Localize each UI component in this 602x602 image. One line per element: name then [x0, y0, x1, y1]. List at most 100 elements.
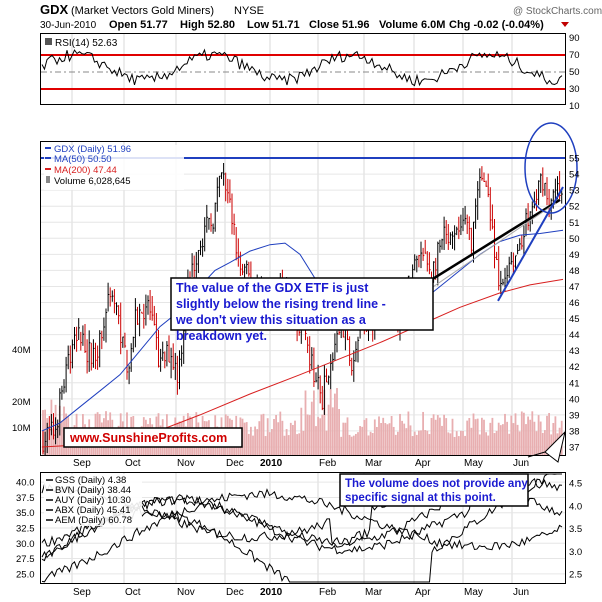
ohlc-close: Close 51.96: [309, 19, 370, 31]
volume-bar: [287, 435, 290, 455]
lower-left-tick-label: 37.5: [16, 493, 35, 504]
volume-bar: [489, 422, 492, 455]
price-tick-label: 47: [569, 282, 580, 293]
rsi-icon: [45, 38, 52, 45]
volume-bar: [334, 393, 336, 455]
rsi-line: [41, 48, 563, 87]
volume-bar: [48, 426, 51, 455]
volume-bar: [245, 422, 248, 455]
price-tick-label: 38: [569, 426, 580, 437]
volume-bar: [457, 436, 460, 455]
month-label: 2010: [260, 587, 283, 598]
volume-bar: [453, 436, 456, 455]
annotation-line: slightly below the rising trend line -: [176, 297, 386, 311]
chart-symbol: GDX: [40, 2, 69, 17]
volume-bar: [363, 419, 366, 455]
volume-bar: [277, 422, 280, 455]
volume-bar: [407, 411, 410, 455]
volume-bar: [61, 421, 63, 455]
volume-bar: [441, 425, 443, 455]
volume-bar: [331, 407, 334, 455]
volume-bar: [308, 415, 311, 455]
volume-bar: [56, 423, 59, 455]
price-tick-label: 42: [569, 362, 580, 373]
volume-bar: [273, 419, 275, 455]
volume-tick-label: 40M: [12, 345, 31, 356]
month-label: Nov: [177, 458, 195, 469]
chart-date: 30-Jun-2010: [40, 20, 97, 31]
price-tick-label: 49: [569, 250, 580, 261]
volume-bar: [386, 424, 389, 455]
volume-bar: [390, 416, 393, 455]
volume-bar: [487, 435, 490, 455]
volume-bar: [327, 404, 330, 455]
volume-bar: [348, 434, 351, 455]
volume-bar: [544, 430, 546, 455]
volume-bar: [552, 423, 555, 455]
annotation-line: The volume does not provide any: [345, 478, 528, 490]
month-label: May: [464, 458, 483, 469]
volume-bar: [508, 433, 511, 455]
volume-bar: [243, 422, 246, 455]
volume-bar: [250, 426, 252, 455]
lower-right-tick-label: 2.5: [569, 570, 582, 581]
month-label: 2010: [260, 458, 283, 469]
trend-line-blue: [497, 186, 564, 302]
volume-bar: [285, 429, 288, 455]
month-label: Mar: [365, 458, 383, 469]
volume-bar: [518, 431, 521, 455]
volume-bar: [281, 420, 284, 455]
volume-bar: [296, 434, 298, 455]
volume-bar: [373, 419, 376, 455]
legend-ma50: MA(50) 50.50: [54, 154, 112, 165]
volume-bar: [506, 421, 508, 455]
ohlc-open: Open 51.77: [109, 19, 168, 31]
volume-bar: [426, 430, 429, 455]
month-label: Nov: [177, 587, 195, 598]
volume-bar: [409, 425, 412, 455]
volume-bar: [260, 414, 263, 455]
volume-bar: [527, 416, 529, 455]
price-tick-label: 41: [569, 378, 580, 389]
chart-exchange: NYSE: [234, 5, 264, 17]
volume-bar: [380, 423, 382, 455]
volume-bar: [537, 415, 540, 455]
lower-left-tick-label: 27.5: [16, 554, 35, 565]
price-tick-label: 52: [569, 202, 580, 213]
volume-bar: [493, 433, 496, 455]
volume-bar: [411, 436, 414, 455]
volume-bar: [483, 419, 485, 455]
legend-abx: ABX (Daily) 45.41: [55, 505, 131, 516]
volume-tick-label: 10M: [12, 423, 31, 434]
volume-bar: [298, 433, 301, 455]
volume-bar: [516, 424, 519, 455]
month-label: Jun: [513, 458, 529, 469]
volume-bar: [384, 423, 387, 455]
volume-bar: [247, 433, 250, 455]
month-label: Dec: [226, 587, 244, 598]
price-tick-label: 40: [569, 394, 580, 405]
callout-pointer: [544, 430, 566, 463]
volume-bar: [268, 432, 271, 455]
volume-bar: [394, 434, 397, 455]
month-label: Feb: [319, 587, 337, 598]
volume-bar: [464, 435, 466, 455]
volume-bar: [502, 424, 504, 455]
month-label: Apr: [415, 458, 431, 469]
volume-bar: [436, 415, 439, 455]
watermark: @ StockCharts.com: [513, 6, 602, 17]
volume-bar: [252, 435, 254, 455]
volume-bar: [512, 423, 515, 455]
rsi-panel: [40, 33, 566, 105]
price-tick-label: 55: [569, 154, 580, 165]
volume-bar: [359, 426, 361, 455]
lower-left-tick-label: 25.0: [16, 569, 35, 580]
volume-bar: [401, 420, 403, 455]
volume-bar: [378, 416, 380, 455]
ohlc-volume: Volume 6.0M: [379, 19, 445, 31]
volume-bar: [376, 426, 378, 455]
volume-annotation-box: The volume does not provide any specific …: [339, 473, 529, 507]
volume-bar: [367, 435, 370, 455]
month-label: Oct: [125, 587, 141, 598]
